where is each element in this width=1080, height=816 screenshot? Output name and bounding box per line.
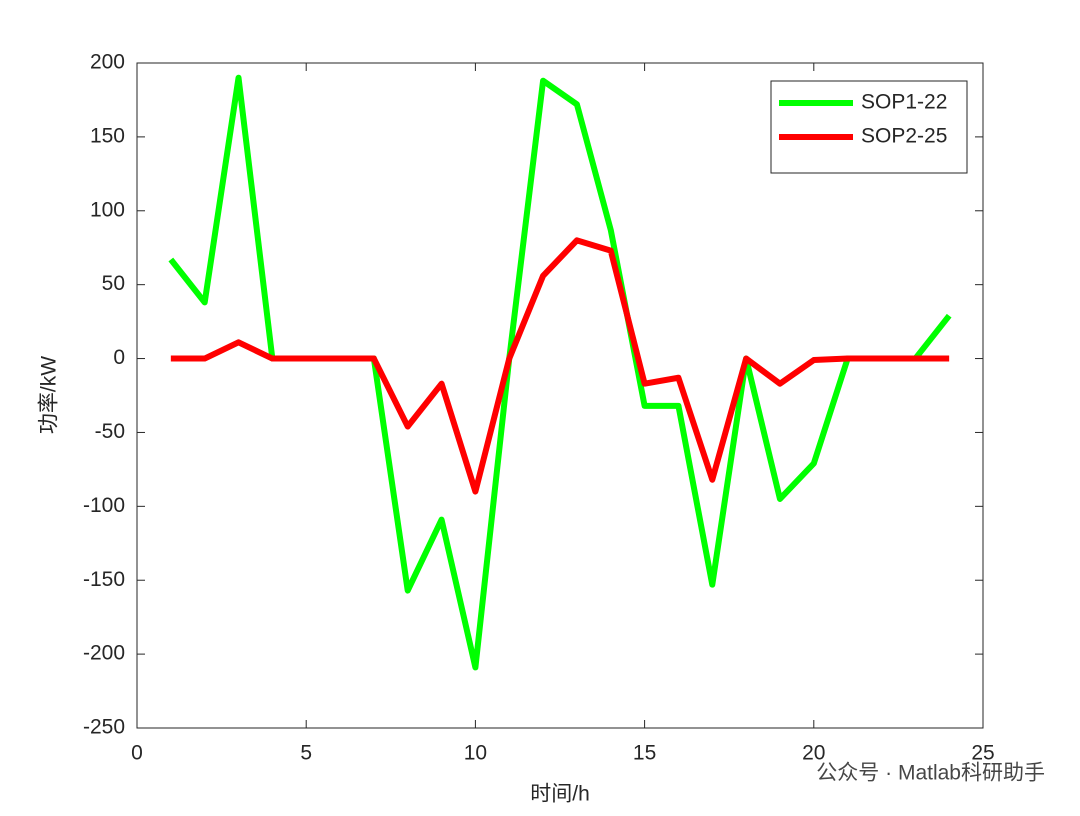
x-tick-label: 5 (300, 742, 312, 765)
x-tick-label: 25 (971, 742, 994, 765)
x-tick-label: 0 (131, 742, 143, 765)
y-tick-label: 150 (90, 124, 125, 147)
y-tick-label: 50 (102, 272, 125, 295)
legend-label: SOP1-22 (861, 91, 947, 114)
x-tick-label: 15 (633, 742, 656, 765)
y-tick-label: 0 (113, 346, 125, 369)
y-tick-label: -100 (83, 494, 125, 517)
y-axis-label: 功率/kW (38, 356, 61, 434)
data-line (170, 237, 950, 495)
watermark: 公众号 · Matlab科研助手 (816, 762, 1045, 785)
x-tick-label: 10 (464, 742, 487, 765)
x-axis-label: 时间/h (530, 783, 590, 806)
y-tick-label: 100 (90, 198, 125, 221)
legend-label: SOP2-25 (861, 125, 947, 148)
plot-area (136, 62, 984, 729)
y-tick-label: -150 (83, 568, 125, 591)
y-tick-label: -250 (83, 716, 125, 739)
x-tick-label: 20 (802, 742, 825, 765)
y-tick-label: -50 (95, 420, 125, 443)
y-tick-label: -200 (83, 642, 125, 665)
legend-box (770, 80, 968, 174)
y-tick-label: 200 (90, 51, 125, 74)
